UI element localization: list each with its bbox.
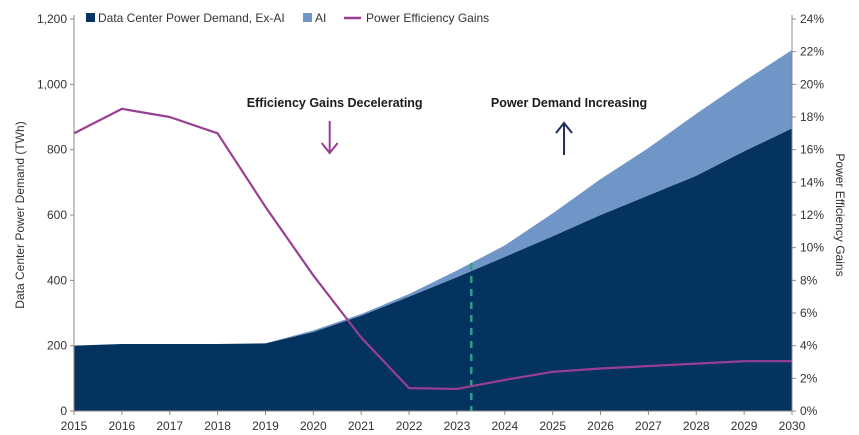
area-ai	[74, 50, 792, 346]
y2-tick-label: 18%	[800, 110, 824, 124]
x-tick-label: 2022	[396, 419, 423, 433]
x-tick-label: 2016	[109, 419, 136, 433]
x-tick-label: 2030	[779, 419, 806, 433]
legend-label-ex-ai: Data Center Power Demand, Ex-AI	[98, 11, 285, 25]
y-axis-title: Data Center Power Demand (TWh)	[13, 121, 27, 308]
y2-axis-title: Power Efficiency Gains	[833, 153, 847, 276]
x-tick-label: 2018	[204, 419, 231, 433]
arrow-down-head	[320, 142, 339, 155]
y2-tick-label: 16%	[800, 143, 824, 157]
y-tick-label: 1,000	[37, 77, 67, 91]
y2-tick-label: 12%	[800, 208, 824, 222]
legend-label-ai: AI	[315, 11, 326, 25]
y-tick-label: 400	[47, 273, 67, 287]
annotation-demand-increasing: Power Demand Increasing	[491, 96, 647, 110]
legend-swatch-ai	[303, 13, 312, 22]
x-tick-label: 2024	[491, 419, 518, 433]
y2-tick-label: 20%	[800, 77, 824, 91]
x-tick-label: 2017	[156, 419, 183, 433]
y2-tick-label: 0%	[800, 404, 818, 418]
x-tick-label: 2019	[252, 419, 279, 433]
legend-label-efficiency: Power Efficiency Gains	[366, 11, 489, 25]
y2-tick-label: 2%	[800, 371, 818, 385]
x-tick-label: 2025	[539, 419, 566, 433]
y2-tick-label: 22%	[800, 45, 824, 59]
y2-tick-label: 4%	[800, 339, 818, 353]
annotation-efficiency-decelerating: Efficiency Gains Decelerating	[247, 96, 423, 110]
y2-tick-label: 6%	[800, 306, 818, 320]
x-tick-label: 2015	[61, 419, 88, 433]
y2-tick-label: 10%	[800, 241, 824, 255]
x-tick-label: 2026	[587, 419, 614, 433]
y2-tick-label: 8%	[800, 273, 818, 287]
area-ex-ai	[74, 128, 792, 411]
y-tick-label: 1,200	[37, 12, 67, 26]
y-tick-label: 200	[47, 339, 67, 353]
x-tick-label: 2027	[635, 419, 662, 433]
y-tick-label: 600	[47, 208, 67, 222]
x-tick-label: 2023	[444, 419, 471, 433]
x-tick-label: 2021	[348, 419, 375, 433]
legend-swatch-ex-ai	[86, 13, 95, 22]
line-power-efficiency-gains	[73, 107, 792, 391]
x-tick-label: 2028	[683, 419, 710, 433]
x-tick-label: 2020	[300, 419, 327, 433]
arrow-up-head	[555, 121, 573, 134]
y-tick-label: 800	[47, 143, 67, 157]
y2-tick-label: 24%	[800, 12, 824, 26]
x-tick-label: 2029	[731, 419, 758, 433]
y2-tick-label: 14%	[800, 175, 824, 189]
y-tick-label: 0	[60, 404, 67, 418]
